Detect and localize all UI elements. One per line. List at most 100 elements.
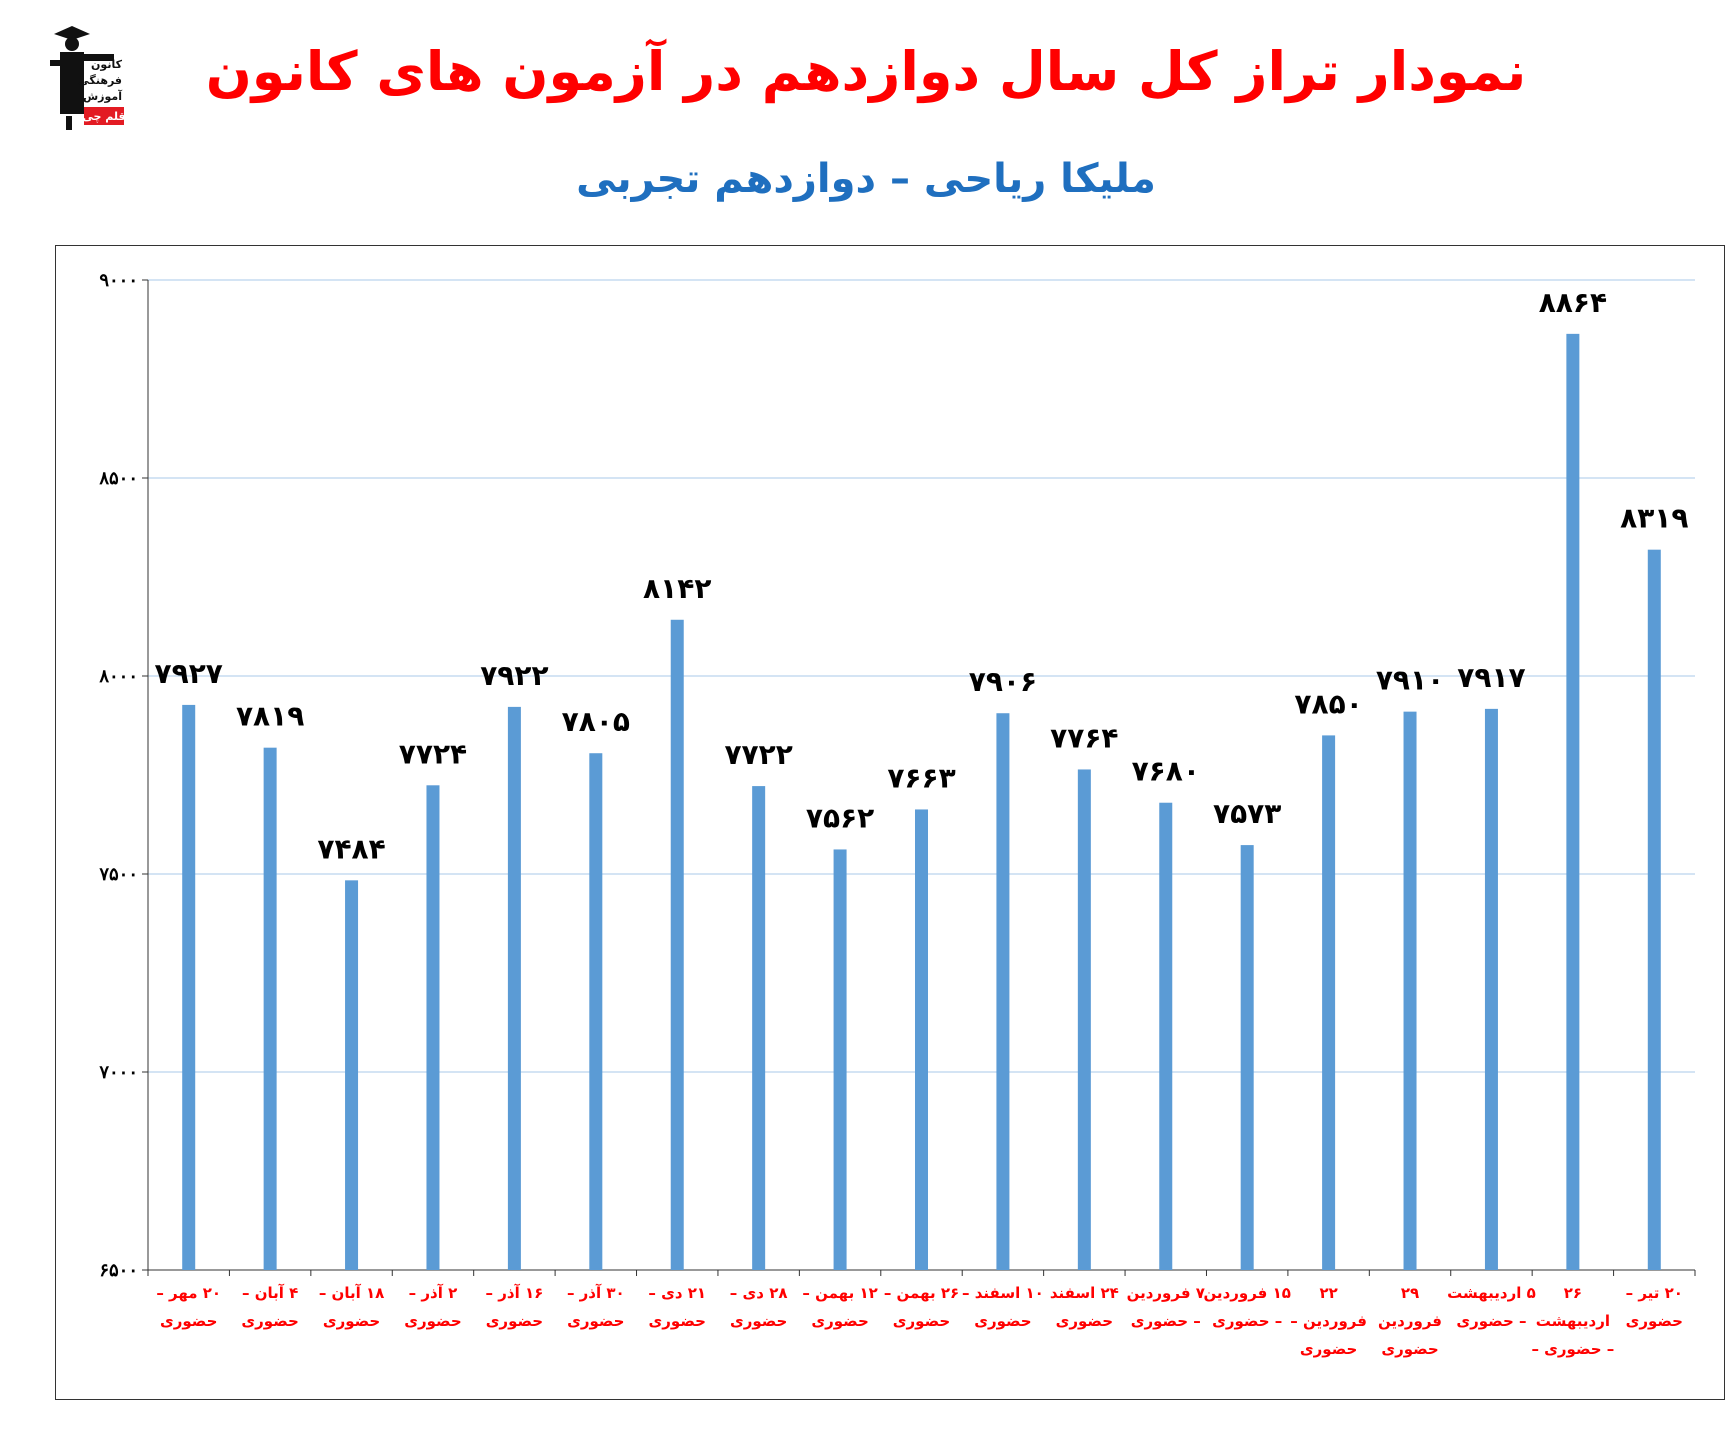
bar [182,704,196,1270]
data-label: ۷۶۸۰ [1132,755,1200,788]
x-category-label: ۲۰ مهر – حضوری [156,1284,221,1330]
x-category-label-line: – حضوری – [1531,1340,1614,1358]
x-category-label-line: حضوری [241,1312,298,1330]
data-label: ۷۷۲۴ [399,737,467,770]
logo-line-2: فرهنگی [78,74,122,87]
x-category-label: ۲۲ فروردین – حضوری [1290,1284,1367,1358]
x-category-label-line: حضوری [486,1312,543,1330]
x-category-label: ۲ آذر – حضوری [404,1284,461,1330]
x-category-label: ۲۸ دی – حضوری [730,1284,788,1330]
bar [345,880,359,1270]
bar [915,809,928,1270]
x-category-label-line: حضوری [1056,1312,1113,1330]
data-label: ۷۶۶۳ [887,761,955,794]
y-tick-label: ۸۵۰۰ [98,468,138,489]
x-category-label-line: حضوری [160,1312,217,1330]
x-category-label: ۲۹ فروردین حضوری [1378,1284,1442,1358]
chart-subtitle: ملیکا ریاحی – دوازدهم تجربی [576,156,1156,202]
y-tick-label: ۷۵۰۰ [98,864,138,885]
x-category-label: ۵ اردیبهشت – حضوری [1447,1284,1536,1330]
data-label: ۷۸۰۵ [562,705,630,738]
x-category-label-line: حضوری [1626,1312,1683,1330]
data-label: ۷۵۷۳ [1213,797,1281,830]
x-category-label-line: ۲۰ تیر – [1626,1284,1683,1302]
bar [426,785,440,1270]
x-category-label-line: حضوری [1300,1340,1357,1358]
x-category-label-line: حضوری [323,1312,380,1330]
x-category-label-line: ۲۶ [1564,1284,1582,1302]
x-category-label-line: ۱۸ آبان – [319,1284,384,1302]
bar [996,713,1010,1270]
x-category-label: ۲۶ بهمن – حضوری [884,1284,959,1330]
graduate-figure-icon [50,26,114,130]
x-category-label-line: ۱۶ آذر – [486,1284,544,1302]
x-category-label-line: – حضوری [1456,1312,1526,1330]
chart-title: نمودار تراز کل سال دوازدهم در آزمون های … [205,40,1527,103]
bar [1240,845,1254,1270]
x-category-label: ۲۴ اسفند حضوری [1050,1284,1119,1330]
x-category-label: ۱۸ آبان – حضوری [319,1284,384,1330]
x-category-label-line: ۲۸ دی – [730,1284,788,1302]
bar [1322,735,1336,1270]
x-category-label-line: ۴ آبان – [242,1284,298,1302]
bar [670,619,684,1270]
x-category-label-line: حضوری [1381,1340,1438,1358]
x-category-label-line: حضوری [811,1312,868,1330]
x-category-label-line: – حضوری [1212,1312,1282,1330]
data-label: ۷۷۲۲ [724,738,792,771]
x-category-label-line: ۲۴ اسفند [1050,1284,1119,1302]
x-category-label-line: – حضوری [1131,1312,1201,1330]
bar [752,786,766,1270]
y-tick-label: ۸۰۰۰ [98,666,138,687]
y-tick-label: ۷۰۰۰ [98,1062,138,1083]
x-category-label-line: ۷ فروردین [1127,1284,1205,1302]
x-category-label-line: حضوری [404,1312,461,1330]
bar [1077,769,1091,1270]
x-category-label: ۱۰ اسفند – حضوری [962,1284,1044,1330]
bar [1403,711,1417,1270]
bar [1484,708,1498,1270]
x-category-label: ۱۵ فروردین – حضوری [1203,1284,1290,1330]
data-label: ۷۹۱۷ [1457,661,1525,694]
x-category-label-line: حضوری [567,1312,624,1330]
logo-line-3: آموزش [83,89,122,103]
bar [833,849,847,1270]
data-label: ۷۹۱۰ [1376,664,1444,697]
y-tick-label: ۶۵۰۰ [99,1260,138,1281]
data-label: ۷۴۸۴ [317,832,385,865]
data-label: ۸۸۶۴ [1539,286,1607,319]
x-category-label: ۷ فروردین – حضوری [1127,1284,1205,1330]
x-category-label-line: فروردین – [1290,1312,1367,1330]
x-category-label: ۲۶ اردیبهشت – حضوری – [1531,1284,1614,1358]
y-tick-label: ۹۰۰۰ [99,270,138,291]
x-category-label-line: ۵ اردیبهشت [1447,1284,1536,1302]
x-category-label-line: ۲۰ مهر – [156,1284,221,1302]
data-label: ۸۱۴۲ [643,572,711,605]
data-label: ۷۹۲۷ [155,657,223,690]
logo-badge [84,107,124,125]
x-category-label: ۳۰ آذر – حضوری [567,1284,625,1330]
x-category-label-line: ۲۹ [1401,1284,1419,1302]
kanoon-logo: کانون فرهنگی آموزش قلم چی [50,26,126,130]
x-category-label-line: ۲۱ دی – [648,1284,706,1302]
x-category-label: ۴ آبان – حضوری [241,1284,298,1330]
data-label: ۸۳۱۹ [1620,502,1688,535]
logo-line-4: قلم چی [82,110,125,123]
x-category-label: ۲۱ دی – حضوری [648,1284,706,1330]
data-label: ۷۸۵۰ [1294,687,1362,720]
data-label: ۷۸۱۹ [236,700,304,733]
data-label: ۷۹۰۶ [969,665,1037,698]
x-category-label-line: ۱۰ اسفند – [962,1284,1044,1302]
x-category-label: ۱۶ آذر – حضوری [486,1284,544,1330]
chart-frame [55,245,1725,1400]
bar [589,753,603,1270]
x-category-label-line: اردیبهشت [1536,1312,1610,1330]
x-category-label: ۱۲ بهمن – حضوری [802,1284,877,1330]
bar [507,706,521,1270]
x-category-label-line: ۲ آذر – [409,1284,458,1302]
data-label: ۷۹۲۲ [480,659,548,692]
x-category-label-line: حضوری [974,1312,1031,1330]
bar [1159,802,1173,1270]
x-category-label: ۲۰ تیر – حضوری [1626,1284,1683,1330]
